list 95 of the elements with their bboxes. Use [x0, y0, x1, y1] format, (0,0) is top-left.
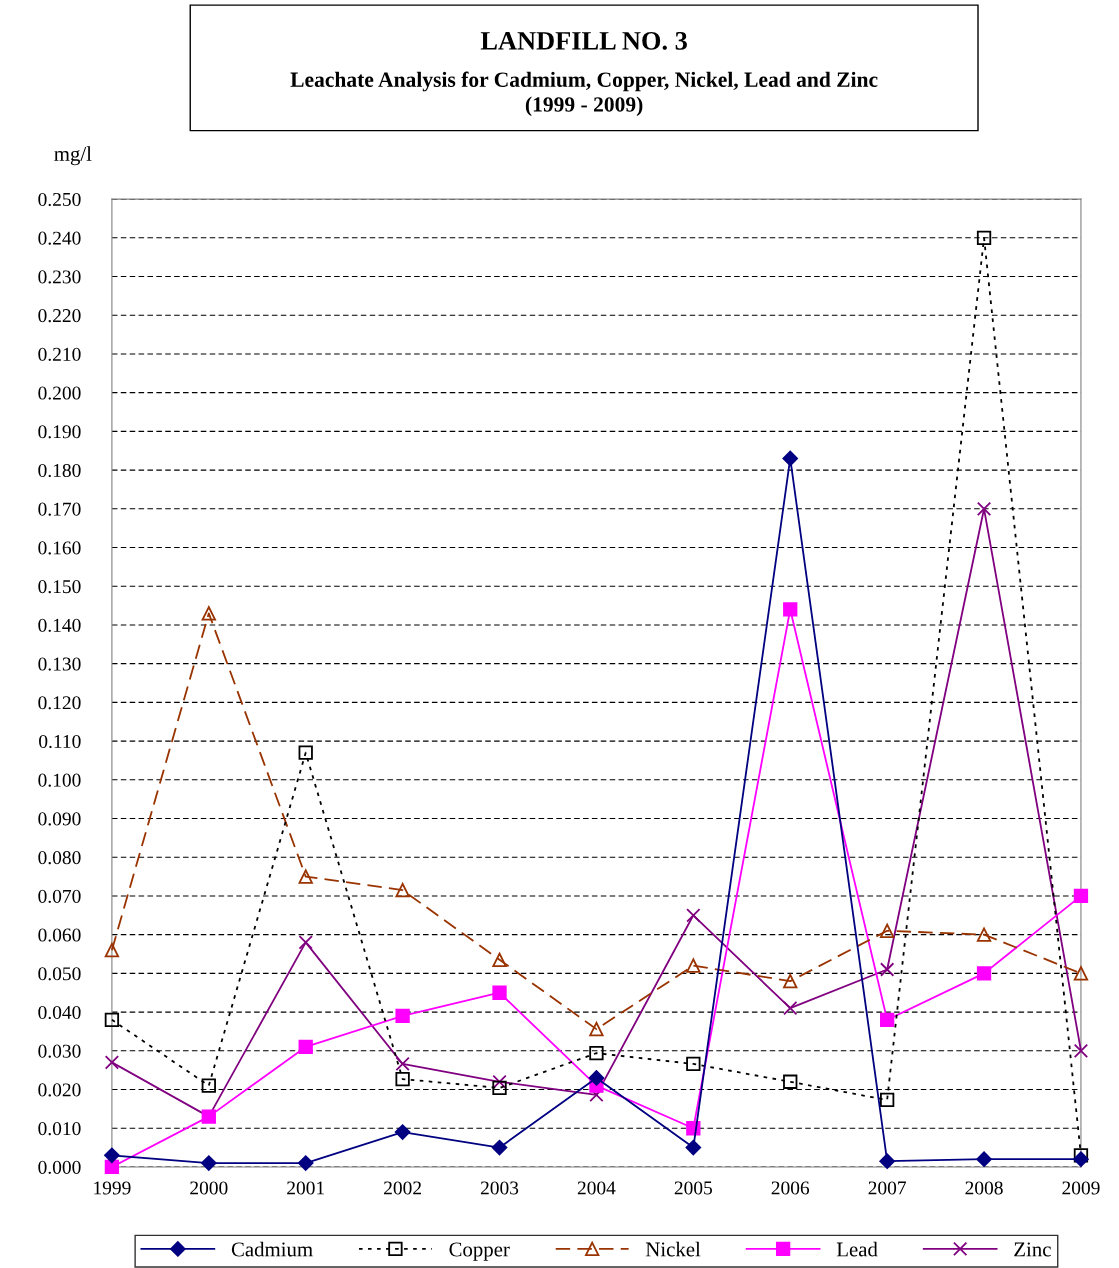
y-tick-label: 0.210 [38, 347, 81, 361]
point [1073, 1151, 1089, 1167]
y-tick-label: 0.080 [38, 851, 81, 865]
y-tick-label: 0.200 [38, 386, 81, 400]
y-tick-label: 0.190 [38, 425, 81, 439]
point [686, 1056, 701, 1072]
y-tick-label: 0.140 [38, 618, 81, 632]
point [783, 602, 798, 617]
point [589, 1021, 604, 1037]
point [783, 1001, 798, 1016]
point [879, 1092, 895, 1108]
point [976, 501, 992, 516]
point [1073, 888, 1089, 904]
point [298, 1039, 313, 1055]
point [491, 1139, 508, 1156]
point [686, 908, 701, 923]
y-tick-label: 0.020 [38, 1083, 81, 1097]
point [492, 1080, 507, 1096]
point [783, 1074, 798, 1089]
y-tick-label: 0.070 [38, 889, 81, 903]
x-tick-label: 2006 [771, 1181, 810, 1195]
y-axis-title: mg/l [54, 146, 92, 166]
point [298, 869, 313, 884]
point [1073, 966, 1089, 981]
point [976, 966, 992, 981]
point [492, 1074, 507, 1089]
point [782, 450, 799, 467]
legend-label: Cadmium [231, 1241, 313, 1257]
x-tick-label: 2000 [190, 1181, 228, 1195]
y-tick-label: 0.230 [38, 270, 81, 284]
point [104, 1159, 120, 1175]
y-tick-label: 0.160 [38, 541, 81, 555]
point [976, 230, 992, 245]
point [879, 1153, 895, 1169]
point [395, 882, 410, 898]
y-tick-label: 0.090 [38, 812, 81, 826]
x-tick-label: 2007 [868, 1181, 907, 1195]
point [492, 985, 507, 1000]
point [201, 1155, 217, 1171]
y-tick-label: 0.220 [38, 309, 81, 323]
y-tick-label: 0.000 [38, 1160, 81, 1174]
point [104, 1055, 120, 1070]
point [394, 1124, 411, 1140]
chart-title: LANDFILL NO. 3 [480, 31, 687, 50]
point [879, 923, 895, 938]
y-tick-label: 0.030 [38, 1044, 81, 1058]
y-tick-label: 0.170 [38, 502, 81, 516]
y-tick-label: 0.180 [38, 463, 81, 478]
point [201, 1078, 216, 1093]
legend-label: Zinc [1014, 1242, 1051, 1257]
y-tick-label: 0.060 [38, 928, 81, 942]
point [589, 1045, 604, 1061]
x-tick-label: 2009 [1062, 1181, 1100, 1195]
y-tick-label: 0.010 [38, 1122, 81, 1136]
point [104, 942, 120, 958]
chart-subtitle: Leachate Analysis for Cadmium, Copper, Nickel, Lead and Zinc (1999 - 2009) [290, 71, 878, 117]
legend-label: Lead [836, 1241, 878, 1257]
y-tick-label: 0.040 [38, 1005, 81, 1020]
point [395, 1056, 410, 1072]
point [297, 1155, 314, 1171]
point [588, 1070, 605, 1086]
x-tick-label: 2003 [480, 1181, 519, 1195]
point [686, 958, 701, 973]
point [104, 1012, 120, 1027]
point [298, 745, 313, 760]
point [395, 1008, 410, 1024]
point [395, 1071, 410, 1087]
point [104, 1147, 120, 1164]
y-tick-label: 0.240 [38, 231, 81, 245]
y-tick-label: 0.100 [38, 773, 81, 787]
y-tick-label: 0.110 [39, 734, 81, 749]
point [1073, 1043, 1089, 1058]
point [879, 1012, 895, 1027]
point [976, 927, 992, 942]
x-tick-label: 2001 [287, 1181, 324, 1195]
point [976, 1151, 992, 1167]
point [879, 962, 895, 977]
point [685, 1139, 702, 1156]
point [298, 935, 313, 950]
y-tick-label: 0.150 [38, 580, 81, 594]
x-tick-label: 1999 [94, 1181, 131, 1195]
y-tick-label: 0.250 [38, 192, 81, 207]
legend-label: Nickel [645, 1241, 701, 1257]
x-tick-label: 2002 [384, 1181, 421, 1195]
y-tick-label: 0.130 [38, 657, 81, 671]
x-tick-label: 2005 [674, 1181, 713, 1195]
y-tick-label: 0.050 [38, 967, 81, 981]
point [492, 952, 507, 967]
point [783, 973, 798, 989]
x-tick-label: 2008 [965, 1181, 1003, 1195]
x-tick-label: 2004 [577, 1181, 616, 1195]
point [201, 606, 216, 621]
y-tick-label: 0.120 [38, 696, 81, 710]
legend-label: Copper [449, 1242, 510, 1261]
point [1073, 1148, 1089, 1163]
